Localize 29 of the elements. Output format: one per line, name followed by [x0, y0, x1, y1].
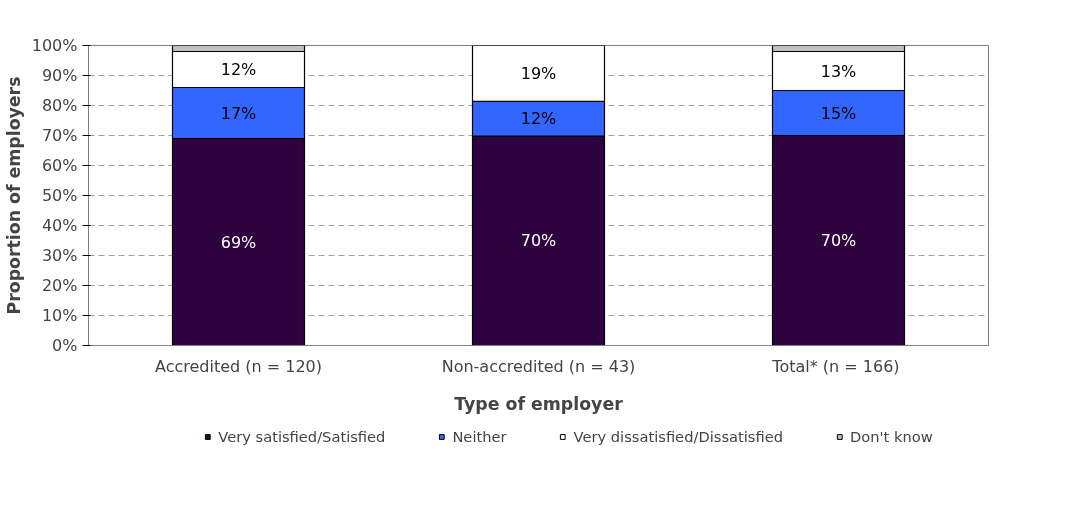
x-tick-label: Accredited (n = 120)	[154, 356, 323, 376]
data-label: 70%	[520, 231, 557, 251]
x-tick-label: Total* (n = 166)	[771, 356, 900, 376]
y-tick-label: 10%	[41, 306, 78, 325]
y-tick-label: 0%	[52, 336, 78, 355]
legend-label: Neither	[452, 427, 507, 445]
data-label: 69%	[220, 232, 257, 252]
legend-label: Don't know	[850, 427, 933, 445]
data-label: 13%	[820, 61, 857, 81]
y-axis-title: Proportion of employers	[3, 76, 24, 315]
data-label: 19%	[520, 63, 557, 83]
data-label: 12%	[520, 109, 557, 129]
data-label: 70%	[820, 231, 857, 250]
data-label: 17%	[220, 103, 257, 123]
y-tick-label: 70%	[41, 126, 78, 145]
x-tick-label: Non-accredited (n = 43)	[441, 356, 636, 376]
y-tick-label: 20%	[41, 276, 78, 295]
x-axis-title: Type of employer	[454, 393, 624, 414]
y-tick-label: 90%	[41, 66, 78, 85]
y-tick-label: 60%	[41, 156, 78, 175]
y-tick-label: 100%	[31, 36, 78, 55]
y-tick-label: 80%	[41, 96, 78, 115]
legend-label: Very satisfied/Satisfied	[218, 427, 386, 445]
data-label: 12%	[220, 60, 257, 79]
y-tick-label: 50%	[41, 186, 78, 205]
y-tick-label: 30%	[41, 246, 78, 265]
legend-label: Very dissatisfied/Dissatisfied	[573, 427, 783, 445]
data-label: 15%	[820, 103, 857, 123]
y-tick-label: 40%	[41, 216, 78, 235]
